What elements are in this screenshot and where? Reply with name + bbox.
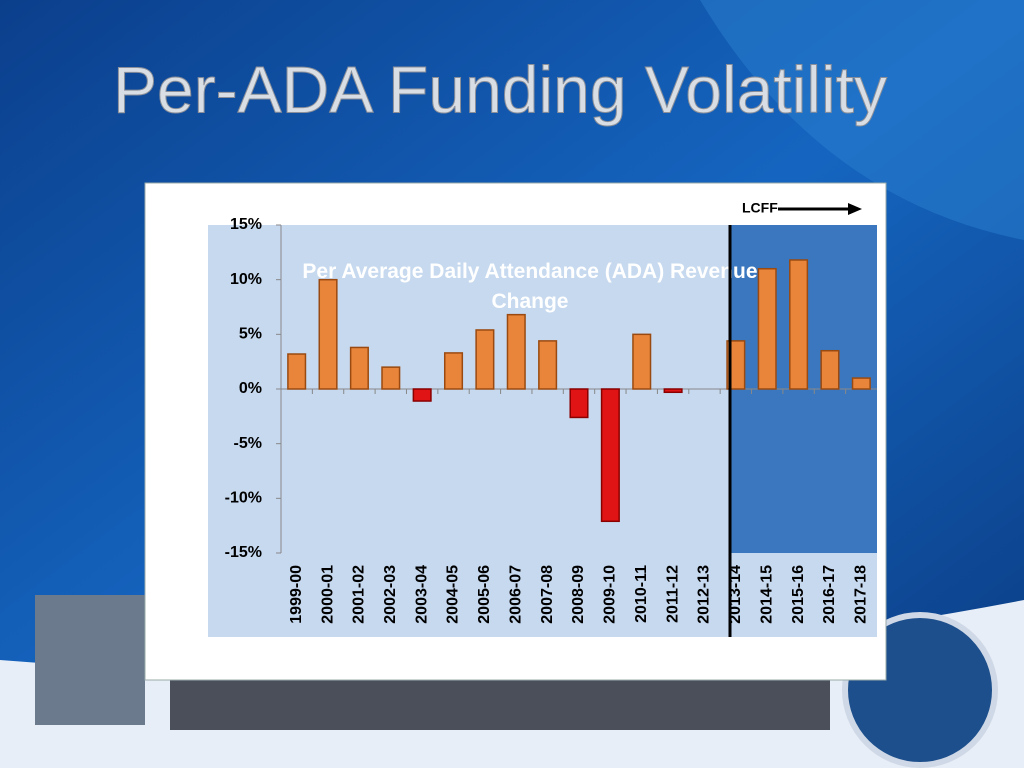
annotation: LCFF — [742, 200, 778, 216]
x-tick-label: 2011-12 — [664, 565, 681, 623]
chart: 15% 10% 5% 0% -5% -10% -15% 1999-00 2000-01 2001-… — [225, 216, 877, 624]
bar — [538, 340, 558, 390]
bar — [663, 388, 683, 394]
y-tick-label: -5% — [234, 435, 262, 452]
y-tick-label: 10% — [230, 271, 262, 288]
y-tick-label: -15% — [225, 544, 262, 561]
x-tick-label: 2012-13 — [696, 565, 713, 624]
x-tick-label: 2005-06 — [476, 565, 493, 624]
x-tick-label: 2009-10 — [602, 565, 619, 624]
bar — [632, 333, 652, 390]
bar — [443, 352, 464, 390]
bar — [412, 388, 432, 402]
bar — [757, 267, 777, 390]
x-tick-label: 2008-09 — [570, 565, 587, 624]
bar — [475, 329, 495, 390]
chart-title: Per Average Daily Attendance (ADA) Reven… — [302, 260, 757, 313]
x-tick-label: 2003-04 — [413, 565, 430, 624]
x-tick-label: 2016-17 — [821, 565, 838, 624]
x-tick-label: 2001-02 — [351, 565, 368, 624]
y-tick-label: -10% — [225, 490, 262, 507]
slide-title: Per-ADA Funding Volatility — [113, 52, 887, 126]
bar — [820, 349, 840, 390]
x-tick-label: 2017-18 — [853, 565, 870, 624]
y-tick-label: 5% — [239, 326, 262, 343]
arrow-head — [848, 203, 862, 215]
photo — [35, 595, 145, 725]
bar — [287, 353, 307, 390]
x-tick-label: 2004-05 — [445, 565, 462, 624]
x-tick-label: 2006-07 — [507, 565, 524, 624]
x-tick-label: 2014-15 — [758, 565, 775, 624]
swoosh — [700, 0, 1024, 240]
bar — [851, 377, 871, 390]
y-tick-label: 15% — [230, 216, 262, 233]
bar — [789, 259, 809, 390]
bar — [569, 388, 589, 419]
x-tick-label: 1999-00 — [288, 565, 305, 624]
x-tick-label: 2000-01 — [319, 565, 336, 624]
y-tick-label: 0% — [239, 380, 262, 397]
x-tick-label: 2010-11 — [633, 565, 650, 623]
photo-strip — [170, 680, 830, 730]
bar — [600, 388, 620, 523]
x-tick-label: 2002-03 — [382, 565, 399, 624]
bar — [381, 366, 401, 390]
bar — [318, 278, 338, 390]
x-tick-label: 2015-16 — [790, 565, 807, 624]
x-tick-label: 2007-08 — [539, 565, 556, 624]
bar — [506, 313, 526, 390]
bar — [349, 346, 369, 390]
